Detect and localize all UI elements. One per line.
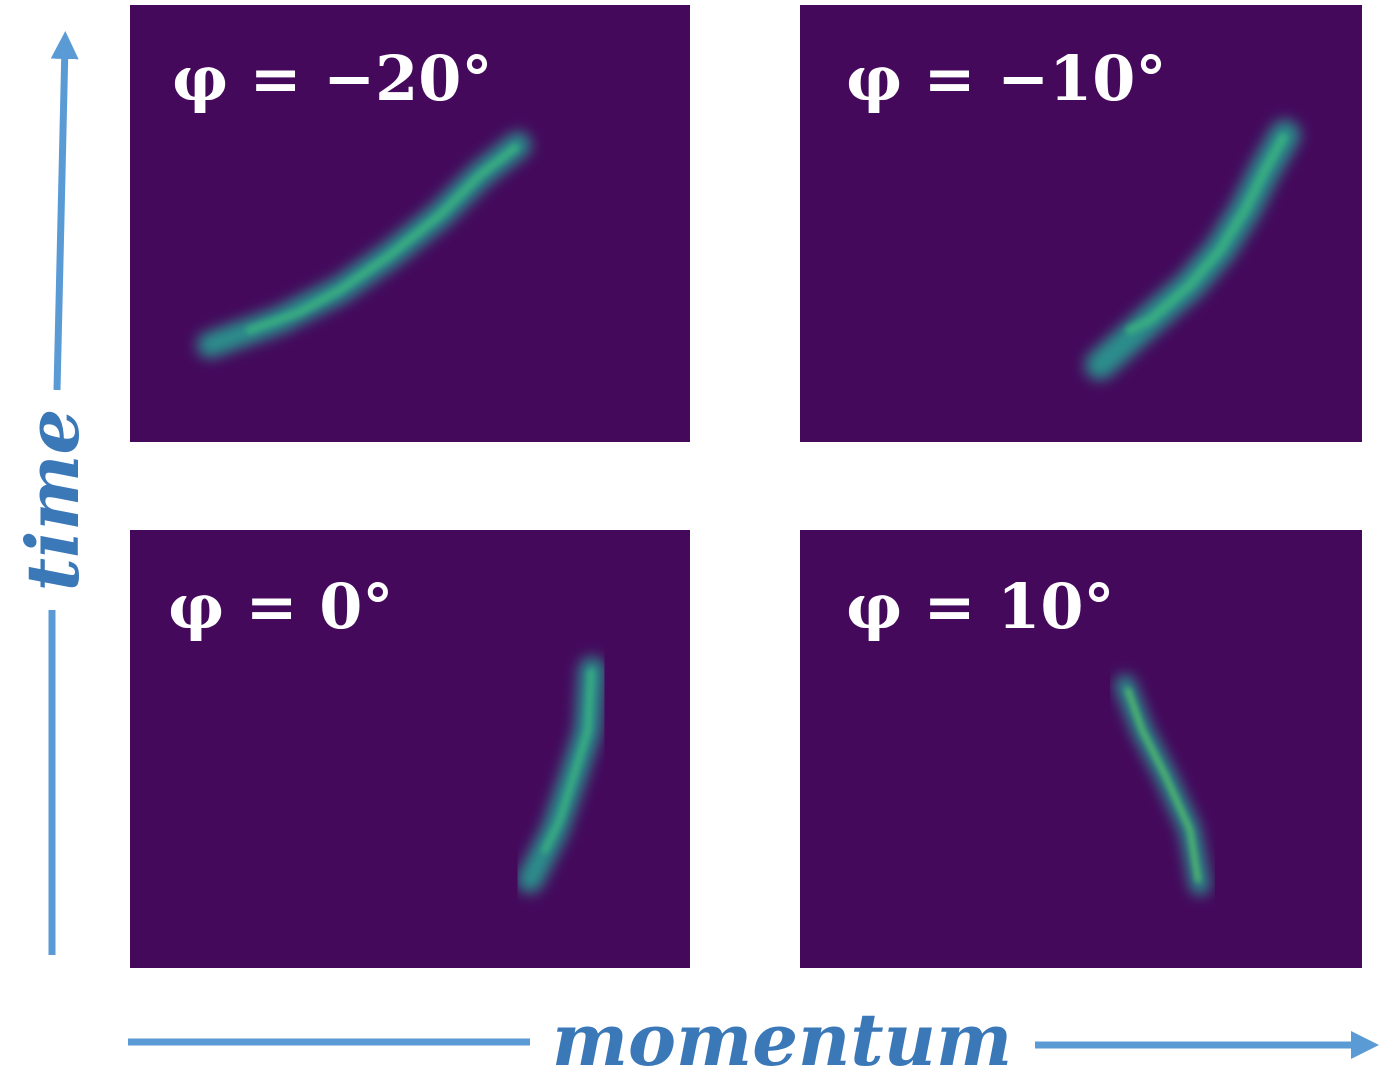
panel: φ = 10° bbox=[800, 530, 1362, 968]
image-background bbox=[130, 530, 690, 968]
axis-arrow bbox=[50, 31, 79, 391]
image-background bbox=[800, 530, 1362, 968]
image-background bbox=[800, 5, 1362, 442]
panel: φ = 0° bbox=[130, 530, 690, 968]
streak-core bbox=[541, 668, 595, 854]
panel-label: φ = −20° bbox=[172, 42, 492, 115]
panel-label: φ = 0° bbox=[168, 570, 393, 643]
panel: φ = −20° bbox=[130, 5, 690, 442]
streak-core bbox=[246, 144, 519, 334]
panel: φ = −10° bbox=[800, 5, 1362, 442]
streak-core bbox=[1125, 687, 1201, 883]
panel-label: φ = −10° bbox=[846, 42, 1166, 115]
panel-label: φ = 10° bbox=[846, 570, 1115, 643]
axis-label: momentum bbox=[552, 997, 1012, 1075]
streak-core bbox=[1125, 133, 1288, 335]
axis-label: time bbox=[10, 409, 95, 592]
